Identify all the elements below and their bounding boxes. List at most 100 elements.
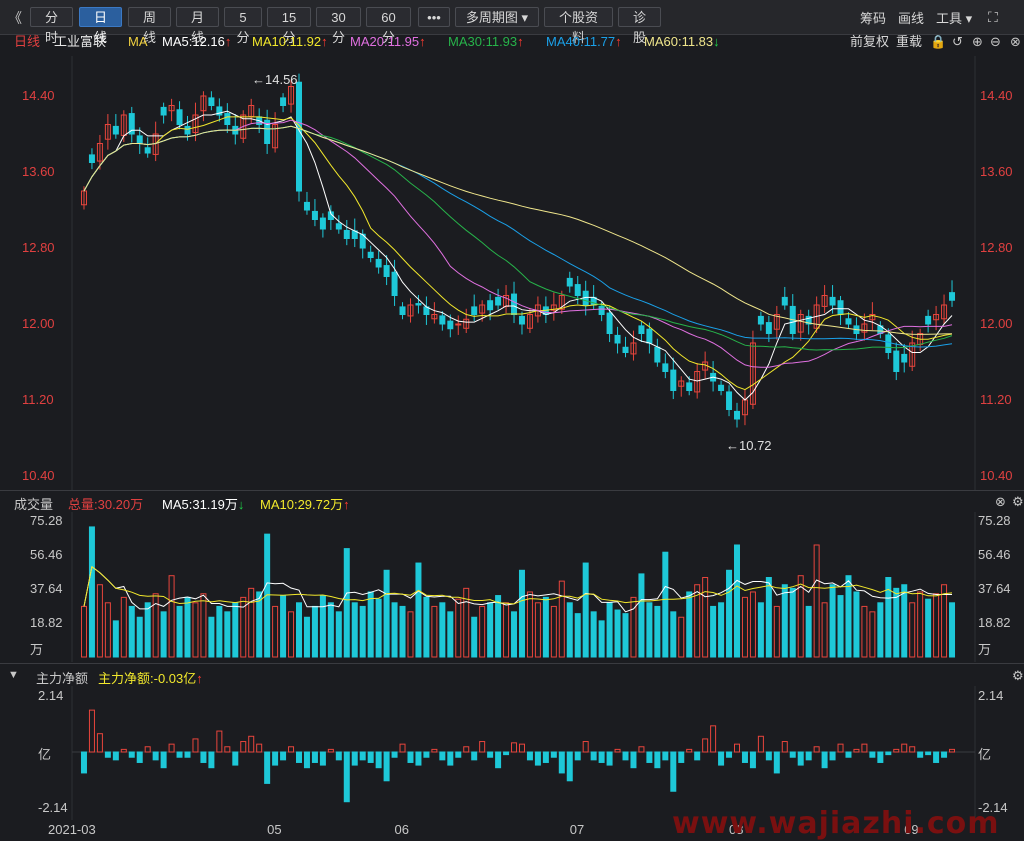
tab-monthly[interactable]: 月线 — [176, 7, 219, 45]
candle-body — [471, 306, 478, 315]
date-tick: 2021-03 — [48, 822, 96, 837]
volume-bar — [112, 620, 119, 658]
tab-weekly[interactable]: 周线 — [128, 7, 171, 45]
flow-bar — [280, 751, 287, 761]
candle-body — [200, 95, 207, 112]
volume-bar — [399, 605, 406, 658]
fullscreen-icon[interactable]: ⛶ — [988, 9, 998, 25]
volume-tick-right: 56.46 — [978, 547, 1011, 562]
settings-icon[interactable]: ⚙ — [1012, 668, 1024, 683]
volume-bar — [909, 602, 916, 658]
flow-header: ▼ 主力净额 主力净额:-0.03亿↑ ⚙ — [0, 666, 1024, 686]
collapse-left-icon[interactable]: 《 — [8, 10, 22, 26]
chips-button[interactable]: 筹码 — [860, 11, 887, 26]
volume-bar — [96, 584, 103, 658]
volume-bar — [120, 596, 127, 658]
volume-chart[interactable] — [0, 512, 1024, 662]
volume-bar — [678, 616, 685, 658]
volume-bar — [184, 596, 191, 658]
ma30-line — [83, 125, 953, 351]
up-arrow-icon: ↑ — [196, 671, 203, 686]
zoom-out-icon[interactable]: ⊖ — [990, 34, 1001, 49]
volume-tick-left: 56.46 — [30, 547, 63, 562]
volume-header: 成交量 总量:30.20万 MA5:31.19万↓ MA10:29.72万↑ ⊗… — [0, 492, 1024, 512]
tab-30min[interactable]: 30分 — [316, 7, 361, 45]
candle-body — [192, 114, 199, 134]
reload-button[interactable]: 重载 — [896, 34, 923, 49]
candle-body — [415, 303, 422, 306]
flow-bar — [264, 751, 271, 784]
net-flow-chart[interactable] — [0, 686, 1024, 820]
price-tick-left: 14.40 — [22, 88, 55, 103]
flow-bar — [96, 733, 103, 753]
flow-bar — [272, 751, 279, 766]
flow-bar — [351, 751, 358, 766]
candle-body — [80, 190, 87, 206]
volume-bar — [471, 616, 478, 658]
volume-bar — [136, 616, 143, 658]
lock-icon[interactable]: 🔒 — [930, 34, 947, 49]
candle-body — [630, 342, 637, 355]
candle-body — [550, 304, 557, 311]
multi-period-dropdown[interactable]: 多周期图 ▾ — [455, 7, 539, 27]
flow-bar — [208, 751, 215, 769]
volume-bar — [757, 602, 764, 658]
flow-bar — [375, 751, 382, 769]
flow-bar — [487, 751, 494, 758]
flow-bar — [495, 751, 502, 769]
flow-bar — [136, 751, 143, 763]
tab-fenshi[interactable]: 分时 — [30, 7, 73, 45]
flow-bar — [694, 751, 701, 761]
candle-body — [734, 410, 740, 420]
ma10-value: MA10:11.92↑ — [252, 34, 328, 49]
tab-60min[interactable]: 60分 — [366, 7, 411, 45]
flow-bar — [590, 751, 597, 761]
up-arrow-icon: ↑ — [615, 34, 622, 49]
candle-body — [893, 350, 900, 373]
volume-bar — [749, 591, 756, 658]
volume-bar — [638, 573, 645, 658]
price-tick-right: 13.60 — [980, 164, 1013, 179]
volume-bar — [343, 548, 350, 658]
volume-bar — [949, 602, 956, 658]
zoom-in-icon[interactable]: ⊕ — [972, 34, 983, 49]
candle-body — [598, 305, 605, 316]
adjust-button[interactable]: 前复权 — [850, 34, 890, 49]
settings-icon[interactable]: ⚙ — [1012, 494, 1024, 509]
volume-bar — [224, 611, 231, 658]
undo-icon[interactable]: ↺ — [952, 34, 963, 49]
price-chart[interactable] — [0, 56, 1024, 490]
flow-tick-right: -2.14 — [978, 800, 1008, 815]
candle-body — [925, 315, 932, 325]
price-tick-left: 12.00 — [22, 316, 55, 331]
volume-bar — [654, 605, 661, 658]
low-annotation: ←10.72 — [726, 438, 772, 453]
flow-bar — [232, 751, 239, 766]
volume-bar — [598, 620, 605, 658]
tab-daily[interactable]: 日线 — [79, 7, 122, 45]
panel-dropdown-icon[interactable]: ▼ — [8, 669, 19, 681]
ma-legend: 日线 工业富联 MA MA5:12.16↑ MA10:11.92↑ MA20:1… — [0, 34, 1024, 56]
volume-bar — [176, 605, 183, 658]
flow-bar — [686, 748, 693, 753]
flow-bar — [503, 751, 510, 756]
flow-title[interactable]: 主力净额 — [36, 671, 89, 686]
volume-ma5: MA5:31.19万↓ — [162, 497, 245, 512]
stock-info-button[interactable]: 个股资料 — [544, 7, 613, 45]
date-tick: 05 — [267, 822, 282, 837]
flow-bar — [518, 743, 525, 753]
close-volume-icon[interactable]: ⊗ — [995, 494, 1006, 509]
volume-bar — [829, 584, 836, 658]
tools-dropdown[interactable]: 工具 ▾ — [936, 11, 973, 26]
flow-bar — [431, 748, 438, 753]
flow-bar — [550, 751, 557, 758]
more-button[interactable]: ••• — [418, 7, 450, 27]
tab-15min[interactable]: 15分 — [267, 7, 311, 45]
volume-bar — [240, 596, 247, 658]
diagnose-button[interactable]: 诊股 — [618, 7, 661, 45]
candle-body — [526, 314, 533, 329]
close-icon[interactable]: ⊗ — [1010, 34, 1021, 49]
draw-button[interactable]: 画线 — [898, 11, 925, 26]
tab-5min[interactable]: 5分 — [224, 7, 262, 45]
price-tick-right: 10.40 — [980, 468, 1013, 483]
